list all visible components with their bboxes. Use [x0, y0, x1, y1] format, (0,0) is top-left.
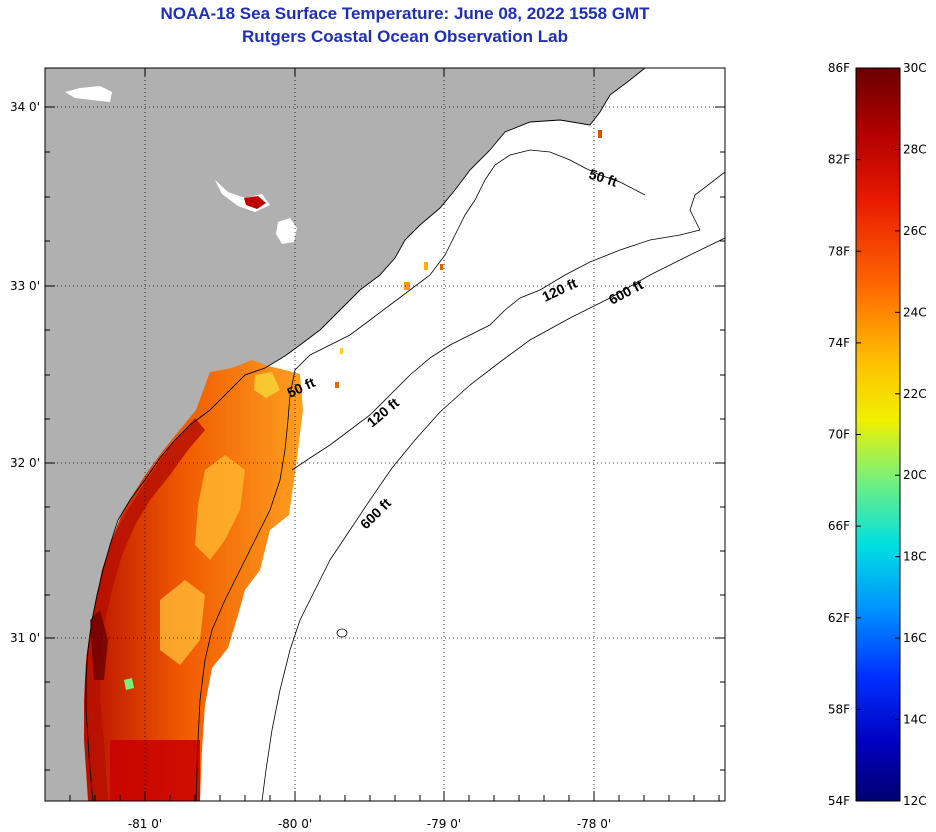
- colorbar-fahrenheit-label: 86F: [828, 61, 850, 75]
- colorbar-fahrenheit-label: 78F: [828, 244, 850, 258]
- colorbar-fahrenheit-label: 70F: [828, 428, 850, 442]
- coastline: [85, 68, 646, 801]
- colorbar-celsius-label: 30C: [903, 61, 927, 75]
- colorbar-fahrenheit-label: 58F: [828, 702, 850, 716]
- sst-pixel: [335, 382, 339, 388]
- colorbar-celsius-label: 18C: [903, 550, 927, 564]
- sst-hot-spot: [90, 610, 108, 680]
- sst-pixel: [424, 262, 428, 270]
- colorbar-fahrenheit-label: 54F: [828, 794, 850, 808]
- contour-120ft: [291, 171, 725, 471]
- colorbar-fahrenheit-label: 62F: [828, 611, 850, 625]
- colorbar-celsius-label: 28C: [903, 142, 927, 156]
- colorbar-fahrenheit-label: 74F: [828, 336, 850, 350]
- colorbar-celsius-label: 12C: [903, 794, 927, 808]
- sst-pixel: [404, 282, 410, 290]
- map-subtitle: Rutgers Coastal Ocean Observation Lab: [242, 27, 568, 46]
- colorbar-labels: 86F 82F 78F 74F 70F 66F 62F 58F 54F 30C 28C 26C 24C 2…: [828, 61, 927, 808]
- colorbar-fahrenheit-label: 82F: [828, 153, 850, 167]
- tick-marks: [45, 68, 725, 801]
- contour-600ft: [261, 237, 725, 801]
- lon-label: -80 0': [278, 817, 312, 831]
- lon-label: -79 0': [427, 817, 461, 831]
- map-title: NOAA-18 Sea Surface Temperature: June 08…: [160, 4, 650, 23]
- inland-lake: [65, 86, 112, 102]
- lat-label: 32 0': [10, 456, 40, 470]
- colorbar-fahrenheit-label: 66F: [828, 519, 850, 533]
- sst-green-spot: [124, 678, 134, 690]
- contour-50ft: [195, 149, 646, 801]
- sst-pixel: [598, 130, 602, 138]
- lat-label: 33 0': [10, 279, 40, 293]
- sst-bottom-hot: [110, 740, 200, 801]
- lake-sst-patch: [244, 196, 266, 209]
- sst-swath: [84, 360, 303, 801]
- land-mass: [45, 68, 645, 801]
- lon-label: -81 0': [128, 817, 162, 831]
- colorbar-celsius-label: 20C: [903, 468, 927, 482]
- lat-label: 31 0': [10, 631, 40, 645]
- inland-lake: [276, 218, 297, 244]
- sst-pixel: [340, 348, 343, 354]
- plot-frame: [44, 67, 726, 802]
- graticule: [45, 68, 725, 801]
- sst-pixel: [440, 264, 443, 270]
- seamount-contour: [336, 628, 348, 638]
- lat-label: 34 0': [10, 100, 40, 114]
- sst-cool-patch: [254, 372, 280, 398]
- sst-cool-patch: [160, 580, 205, 665]
- colorbar-celsius-label: 14C: [903, 713, 927, 727]
- colorbar-celsius-label: 26C: [903, 224, 927, 238]
- sst-nearshore-band: [86, 418, 205, 801]
- colorbar-celsius-label: 24C: [903, 305, 927, 319]
- colorbar-celsius-label: 22C: [903, 387, 927, 401]
- colorbar-celsius-label: 16C: [903, 631, 927, 645]
- sst-cool-patch: [195, 455, 245, 560]
- lon-label: -78 0': [577, 817, 611, 831]
- colorbar: [855, 67, 901, 802]
